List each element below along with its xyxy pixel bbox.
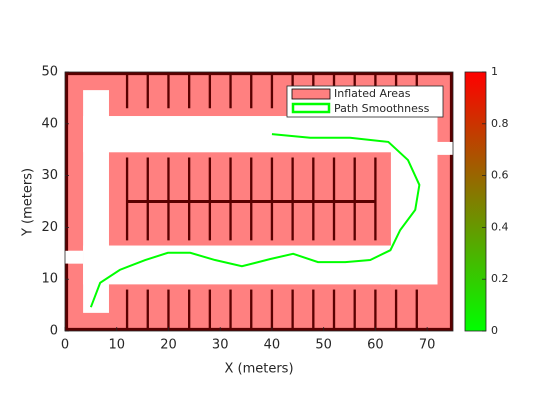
legend-label: Inflated Areas [334, 87, 411, 100]
colorbar-tick-label: 1 [491, 65, 498, 78]
parking-stalls [125, 72, 418, 331]
y-tick-label: 30 [41, 168, 58, 183]
legend-label: Path Smoothness [334, 102, 430, 115]
x-axis-label: X (meters) [224, 362, 293, 377]
x-tick-label: 70 [419, 338, 436, 353]
colorbar-tick-label: 0.4 [491, 220, 509, 233]
y-tick-label: 40 [41, 116, 58, 131]
x-tick-label: 0 [61, 338, 69, 353]
y-tick-label: 50 [41, 65, 58, 80]
y-tick-label: 0 [50, 324, 58, 339]
path-line [89, 133, 421, 308]
y-tick-label: 20 [41, 220, 58, 235]
x-tick-label: 40 [264, 338, 281, 353]
legend: Inflated Areas Path Smoothness [286, 85, 444, 118]
x-tick-label: 20 [160, 338, 177, 353]
colorbar-tick-label: 0 [491, 324, 498, 337]
x-tick-label: 30 [212, 338, 229, 353]
colorbar-tick-label: 0.2 [491, 272, 509, 285]
legend-swatch [291, 102, 331, 114]
colorbar-tick-label: 0.8 [491, 117, 509, 130]
x-tick-label: 50 [315, 338, 332, 353]
x-tick-label: 10 [108, 338, 125, 353]
free-space [65, 90, 453, 313]
colorbar-tick-label: 0.6 [491, 169, 509, 182]
x-tick-label: 60 [367, 338, 384, 353]
legend-swatch [291, 88, 331, 100]
axes-box [64, 71, 454, 332]
y-tick-label: 10 [41, 272, 58, 287]
y-axis-label: Y (meters) [21, 168, 36, 237]
walls [65, 72, 453, 331]
colorbar [464, 71, 487, 332]
